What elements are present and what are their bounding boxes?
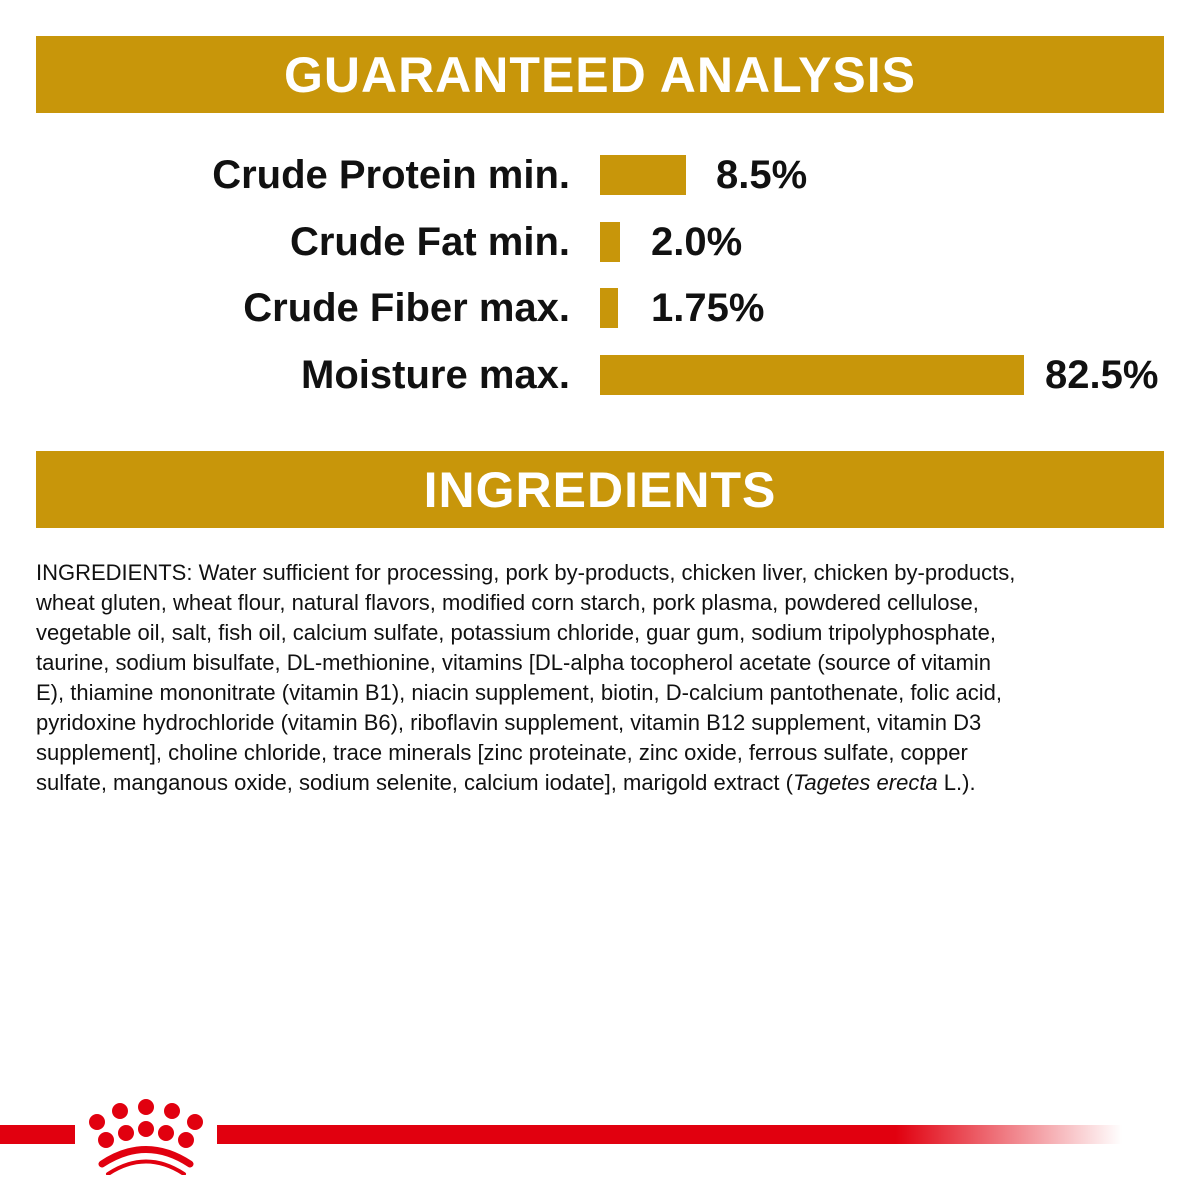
analysis-row-fiber: Crude Fiber max. 1.75% (0, 286, 1200, 330)
ingredients-line: supplement], choline chloride, trace min… (36, 740, 968, 765)
crown-logo-icon (89, 1099, 203, 1175)
ingredients-header: INGREDIENTS (36, 451, 1164, 528)
analysis-row-protein: Crude Protein min. 8.5% (0, 153, 1200, 197)
row-label: Crude Fat min. (289, 220, 570, 264)
ingredients-line: pyridoxine hydrochloride (vitamin B6), r… (36, 710, 982, 735)
section-title: GUARANTEED ANALYSIS (283, 46, 917, 103)
section-title: INGREDIENTS (423, 461, 777, 518)
row-value: 8.5% (716, 153, 808, 197)
ingredients-line: vegetable oil, salt, fish oil, calcium s… (36, 620, 996, 645)
analysis-row-moisture: Moisture max. 82.5% (0, 353, 1200, 397)
analysis-row-fat: Crude Fat min. 2.0% (0, 220, 1200, 264)
ingredients-line: wheat gluten, wheat flour, natural flavo… (36, 590, 979, 615)
text-part: L.). (937, 770, 976, 795)
ingredients-line: INGREDIENTS: Water sufficient for proces… (36, 560, 1016, 585)
ingredients-line: taurine, sodium bisulfate, DL-methionine… (36, 650, 992, 675)
ingredients-line: E), thiamine mononitrate (vitamin B1), n… (36, 680, 1003, 705)
brand-line-left (0, 1125, 75, 1144)
guaranteed-analysis-header: GUARANTEED ANALYSIS (36, 36, 1164, 113)
bar-moisture (600, 355, 1024, 395)
bar-fiber (600, 288, 618, 328)
row-label: Crude Fiber max. (243, 286, 570, 330)
ingredients-line: sulfate, manganous oxide, sodium selenit… (36, 768, 1176, 798)
row-value: 1.75% (651, 286, 765, 330)
text-part: sulfate, manganous oxide, sodium selenit… (36, 770, 793, 795)
row-label: Moisture max. (301, 353, 570, 397)
row-label: Crude Protein min. (212, 153, 570, 197)
ingredients-text: INGREDIENTS: Water sufficient for proces… (36, 558, 1176, 798)
bar-protein (600, 155, 686, 195)
latin-name: Tagetes erecta (792, 770, 938, 795)
brand-line-right (217, 1125, 1122, 1144)
row-value: 2.0% (651, 220, 743, 264)
bar-fat (600, 222, 620, 262)
row-value: 82.5% (1045, 353, 1159, 397)
